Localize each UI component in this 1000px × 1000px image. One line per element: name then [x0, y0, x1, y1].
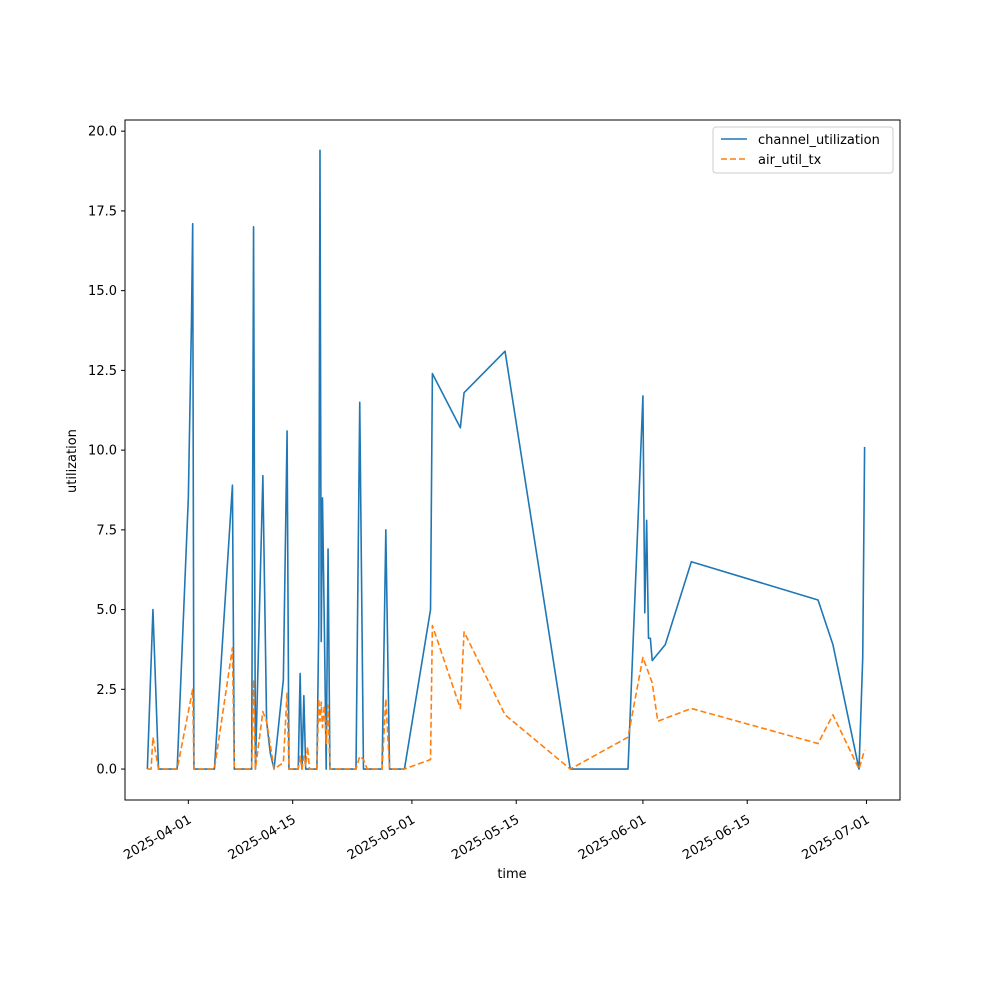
- plot-frame: [124, 119, 901, 801]
- y-tick-label: 20.0: [88, 125, 117, 140]
- y-axis: 0.0 2.5 5.0 7.5 10.0 12.5 15.0 17.5 20.0: [88, 125, 125, 778]
- y-tick-label: 0.0: [96, 763, 117, 778]
- y-tick-label: 17.5: [88, 204, 117, 219]
- y-tick-label: 10.0: [88, 444, 117, 459]
- y-tick-label: 2.5: [96, 683, 117, 698]
- y-axis-label: utilization: [65, 429, 80, 493]
- series-layer: [146, 149, 866, 770]
- legend-frame: [712, 126, 894, 174]
- y-tick-label: 5.0: [96, 603, 117, 618]
- legend-label-channel-utilization: channel_utilization: [758, 133, 880, 148]
- y-tick-label: 15.0: [88, 284, 117, 299]
- legend-label-air-util-tx: air_util_tx: [758, 153, 822, 168]
- x-axis-label: time: [497, 867, 526, 882]
- series-line-air-util-tx: [147, 624, 866, 770]
- y-tick-label: 12.5: [88, 364, 117, 379]
- y-tick-label: 7.5: [96, 523, 117, 538]
- legend: channel_utilization air_util_tx: [712, 126, 894, 174]
